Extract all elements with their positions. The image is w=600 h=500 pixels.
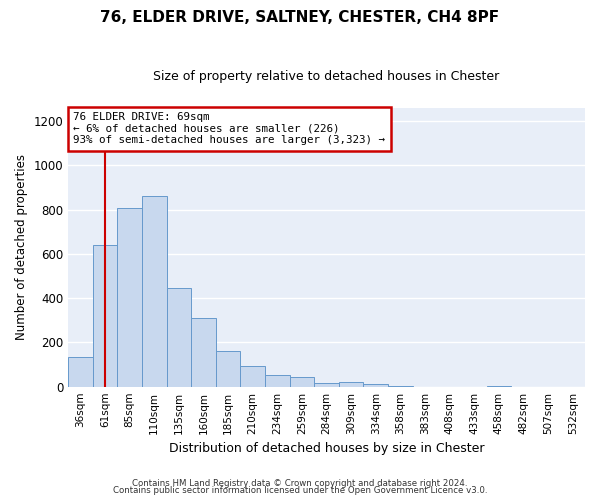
Bar [93,245,118,386]
Bar [68,357,93,386]
Text: Contains public sector information licensed under the Open Government Licence v3: Contains public sector information licen… [113,486,487,495]
Text: 76 ELDER DRIVE: 69sqm
← 6% of detached houses are smaller (226)
93% of semi-deta: 76 ELDER DRIVE: 69sqm ← 6% of detached h… [73,112,385,145]
Y-axis label: Number of detached properties: Number of detached properties [15,154,28,340]
Bar [167,288,191,386]
Bar [364,384,388,386]
Bar [241,366,265,386]
Bar [216,352,241,386]
Text: Contains HM Land Registry data © Crown copyright and database right 2024.: Contains HM Land Registry data © Crown c… [132,478,468,488]
X-axis label: Distribution of detached houses by size in Chester: Distribution of detached houses by size … [169,442,484,455]
Bar [339,382,364,386]
Bar [142,196,167,386]
Bar [290,378,314,386]
Bar [265,375,290,386]
Bar [118,208,142,386]
Text: 76, ELDER DRIVE, SALTNEY, CHESTER, CH4 8PF: 76, ELDER DRIVE, SALTNEY, CHESTER, CH4 8… [100,10,500,25]
Bar [191,318,216,386]
Bar [314,384,339,386]
Title: Size of property relative to detached houses in Chester: Size of property relative to detached ho… [154,70,500,83]
